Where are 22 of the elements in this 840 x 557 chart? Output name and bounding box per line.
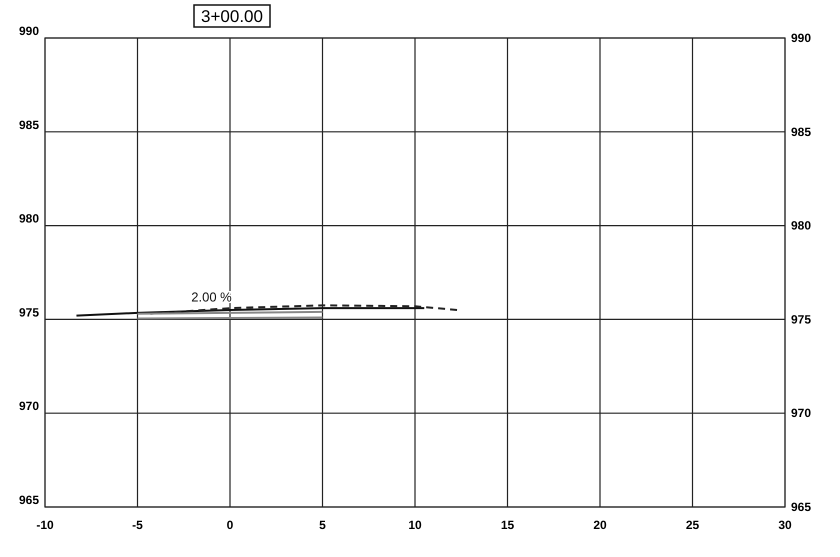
- x-tick-label: -5: [132, 518, 144, 532]
- y-tick-label: 975: [18, 305, 40, 320]
- y2-tick-label: 985: [791, 124, 812, 139]
- y2-tick-label: 980: [791, 218, 812, 233]
- x-tick-label: 0: [226, 518, 234, 532]
- y2-tick-label: 990: [791, 31, 812, 45]
- x-tick-label: 15: [500, 518, 514, 532]
- y2-tick-label: 975: [791, 312, 812, 326]
- chart-title: 3+00.00: [201, 7, 263, 26]
- x-tick-label: -10: [36, 518, 54, 532]
- y2-tick-label: 970: [791, 406, 812, 420]
- y2-tick-label: 965: [791, 500, 812, 514]
- x-tick-label: 20: [593, 518, 607, 532]
- y-tick-label: 970: [18, 399, 40, 414]
- y-tick-label: 985: [18, 118, 40, 132]
- y-tick-label: 980: [18, 212, 40, 226]
- y-tick-label: 965: [18, 493, 40, 507]
- y-tick-label: 990: [18, 24, 40, 38]
- x-tick-label: 10: [408, 518, 422, 532]
- x-tick-label: 30: [778, 518, 792, 532]
- x-tick-label: 25: [686, 518, 700, 532]
- x-tick-label: 5: [319, 518, 326, 532]
